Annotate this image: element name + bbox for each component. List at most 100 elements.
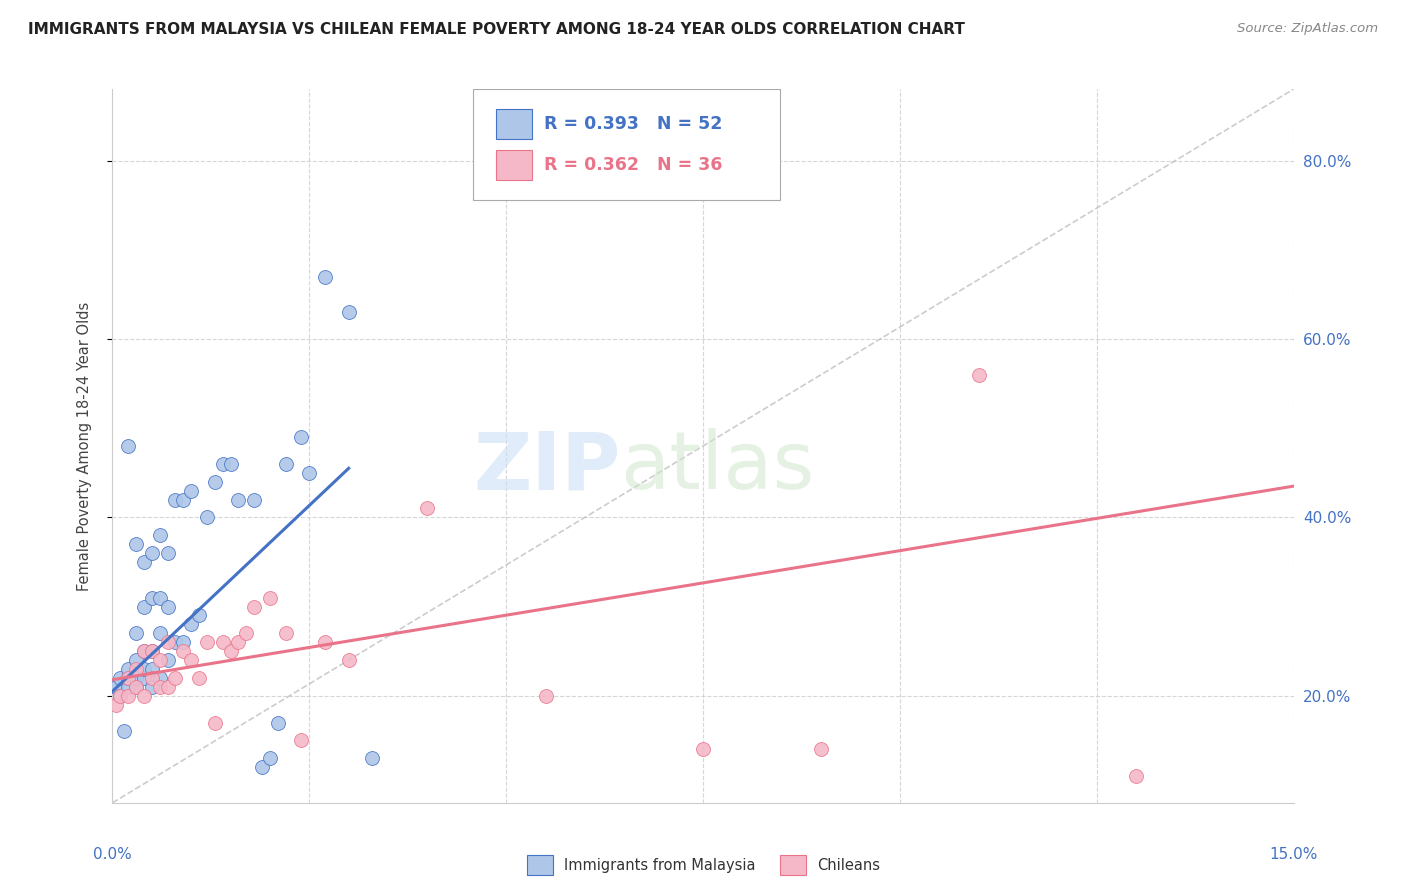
Point [290, 733, 312, 747]
Point [125, 626, 148, 640]
Point [112, 724, 135, 739]
Text: 15.0%: 15.0% [1270, 847, 1317, 863]
Point [156, 680, 179, 694]
Point [243, 599, 266, 614]
Point [250, 760, 273, 774]
Point [149, 671, 172, 685]
Point [290, 430, 312, 444]
Point [243, 492, 266, 507]
Point [259, 591, 281, 605]
Point [165, 635, 187, 649]
Point [219, 457, 242, 471]
Text: atlas: atlas [620, 428, 814, 507]
Point [110, 689, 132, 703]
Point [125, 662, 148, 676]
Point [149, 626, 172, 640]
Point [117, 439, 139, 453]
Point [125, 680, 148, 694]
Point [267, 715, 290, 730]
Point [195, 510, 218, 524]
Point [125, 653, 148, 667]
Point [204, 475, 226, 489]
Point [156, 599, 179, 614]
Point [204, 715, 226, 730]
Point [235, 626, 257, 640]
Point [188, 671, 211, 685]
Point [132, 599, 155, 614]
Point [156, 653, 179, 667]
Text: R = 0.362   N = 36: R = 0.362 N = 36 [544, 156, 721, 174]
Point [274, 457, 297, 471]
Point [117, 671, 139, 685]
Point [1125, 769, 1147, 783]
Point [337, 305, 360, 319]
Text: IMMIGRANTS FROM MALAYSIA VS CHILEAN FEMALE POVERTY AMONG 18-24 YEAR OLDS CORRELA: IMMIGRANTS FROM MALAYSIA VS CHILEAN FEMA… [28, 22, 965, 37]
Point [110, 671, 132, 685]
Point [117, 689, 139, 703]
Point [149, 680, 172, 694]
Text: ZIP: ZIP [472, 428, 620, 507]
Point [219, 644, 242, 658]
Point [967, 368, 990, 382]
Point [132, 555, 155, 569]
Point [132, 644, 155, 658]
Point [149, 653, 172, 667]
Point [117, 662, 139, 676]
Point [141, 662, 163, 676]
Point [156, 635, 179, 649]
Point [314, 635, 336, 649]
Point [314, 269, 336, 284]
Point [132, 671, 155, 685]
Point [195, 635, 218, 649]
Point [534, 689, 557, 703]
Point [274, 626, 297, 640]
Point [361, 751, 384, 765]
Text: Immigrants from Malaysia: Immigrants from Malaysia [564, 858, 755, 872]
Point [117, 680, 139, 694]
Point [172, 644, 194, 658]
Point [165, 671, 187, 685]
Point [259, 751, 281, 765]
Point [132, 644, 155, 658]
FancyBboxPatch shape [496, 150, 531, 180]
Text: R = 0.393   N = 52: R = 0.393 N = 52 [544, 115, 721, 133]
Point [125, 537, 148, 551]
Point [180, 653, 202, 667]
Point [141, 546, 163, 560]
Point [172, 635, 194, 649]
Point [416, 501, 439, 516]
Point [228, 635, 250, 649]
Point [180, 617, 202, 632]
Point [105, 698, 128, 712]
Point [117, 671, 139, 685]
Point [810, 742, 832, 756]
Point [172, 492, 194, 507]
Point [105, 680, 128, 694]
Point [125, 671, 148, 685]
Text: 0.0%: 0.0% [93, 847, 132, 863]
Point [132, 689, 155, 703]
Point [110, 689, 132, 703]
Point [211, 635, 233, 649]
FancyBboxPatch shape [496, 109, 531, 139]
Point [156, 546, 179, 560]
Point [337, 653, 360, 667]
Point [165, 492, 187, 507]
Text: Source: ZipAtlas.com: Source: ZipAtlas.com [1237, 22, 1378, 36]
Point [149, 528, 172, 542]
Point [132, 662, 155, 676]
Point [141, 671, 163, 685]
Text: Chileans: Chileans [817, 858, 880, 872]
Point [180, 483, 202, 498]
Point [211, 457, 233, 471]
Point [188, 608, 211, 623]
Point [141, 591, 163, 605]
Point [141, 644, 163, 658]
Point [141, 680, 163, 694]
Point [149, 591, 172, 605]
Point [692, 742, 714, 756]
Point [298, 466, 321, 480]
Y-axis label: Female Poverty Among 18-24 Year Olds: Female Poverty Among 18-24 Year Olds [77, 301, 91, 591]
Point [141, 644, 163, 658]
Point [125, 680, 148, 694]
